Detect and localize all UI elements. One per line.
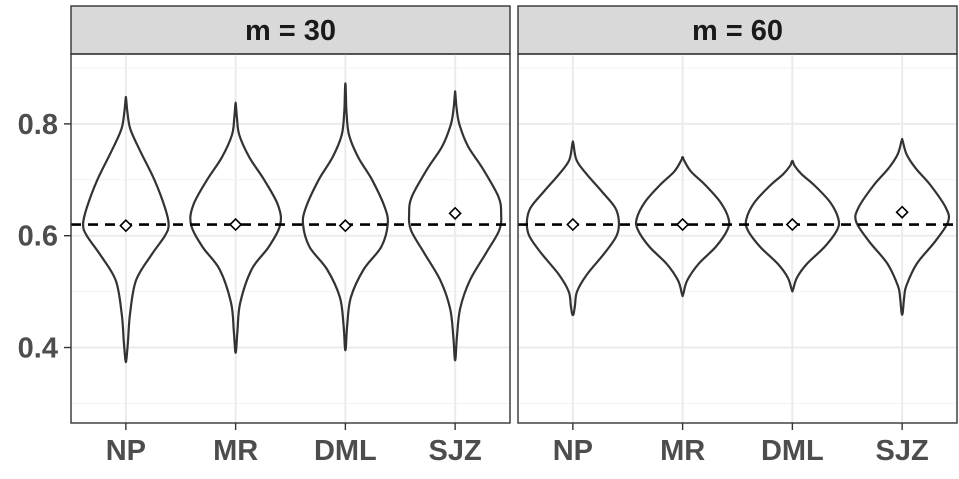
mean-marker-mr [675, 217, 690, 232]
x-tick-label: MR [660, 435, 705, 467]
violin-np [81, 95, 170, 364]
x-tick-label: NP [106, 435, 146, 467]
mean-marker-mr [228, 217, 243, 232]
violin-sjz [407, 90, 503, 362]
facet-strip-label: m = 60 [692, 15, 783, 47]
violin-mr [634, 156, 731, 298]
y-tick-label: 0.8 [18, 109, 58, 141]
y-tick-label: 0.6 [18, 221, 58, 253]
x-tick-label: NP [553, 435, 593, 467]
x-tick-label: SJZ [429, 435, 482, 467]
facet-strip [70, 5, 511, 55]
violin-sjz [854, 137, 951, 316]
panel-border [517, 53, 958, 424]
x-tick-label: DML [761, 435, 824, 467]
violin-dml [301, 82, 389, 352]
mean-marker-np [566, 217, 580, 232]
mean-marker-sjz [895, 205, 909, 219]
mean-marker-dml [338, 219, 353, 233]
mean-marker-dml [785, 217, 800, 232]
x-tick-label: SJZ [876, 435, 929, 467]
x-tick-label: MR [213, 435, 258, 467]
violin-mr [189, 101, 283, 354]
panel-border [70, 53, 511, 424]
facet-strip-label: m = 30 [245, 15, 336, 47]
violin-dml [744, 159, 841, 293]
violin-np [525, 140, 621, 317]
x-tick-label: DML [314, 435, 377, 467]
facet-strip [517, 5, 958, 55]
y-tick-label: 0.4 [18, 333, 58, 365]
mean-marker-sjz [448, 206, 462, 220]
mean-marker-np [119, 219, 133, 233]
